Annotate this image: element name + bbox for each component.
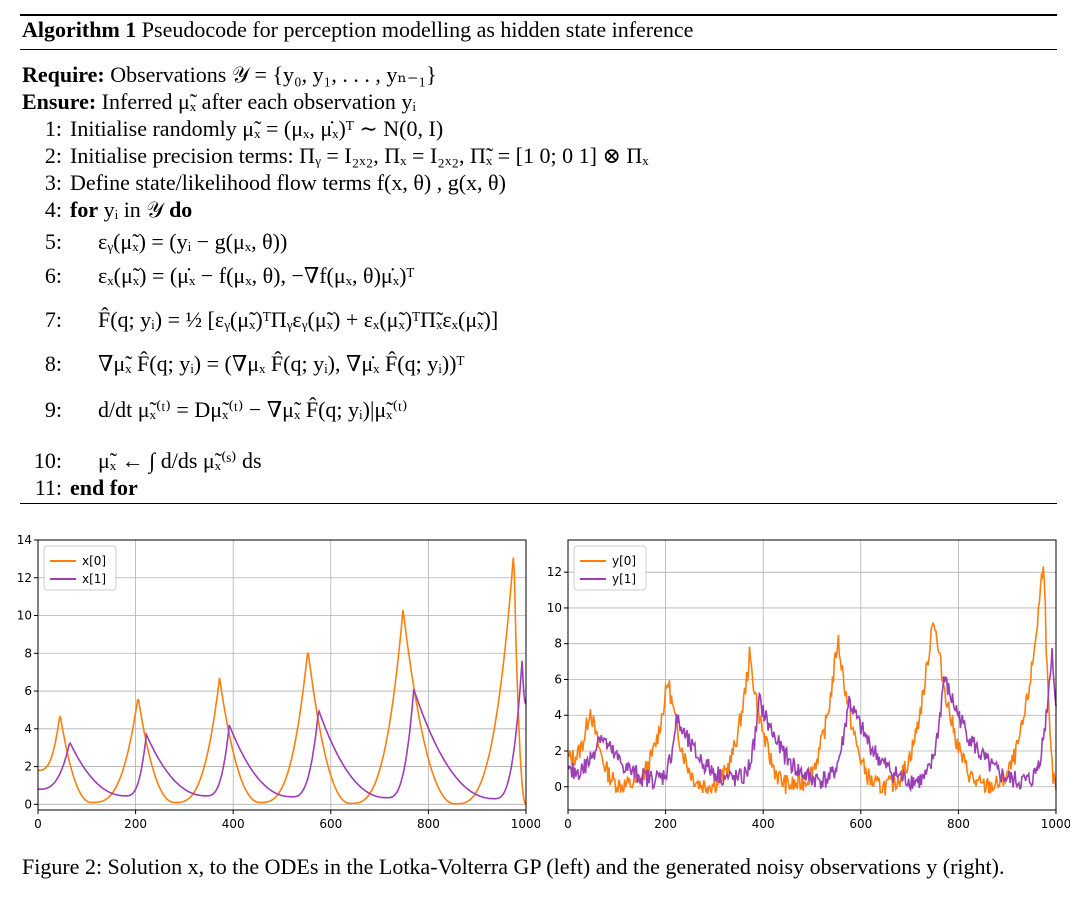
y-tick-label: 14 [17,533,32,547]
y-tick-label: 0 [554,780,562,794]
algo-line-5: 5: εᵧ(μ̃ₓ) = (yᵢ − g(μₓ, θ)) [22,229,287,255]
algorithm-label: Algorithm 1 [22,17,137,42]
y-tick-label: 2 [24,760,32,774]
require-line: Require: Observations 𝒴 = {y₀, y₁, . . .… [22,62,437,88]
line-number: 10: [33,448,62,473]
line-number: 11: [34,475,62,500]
line-text: εᵧ(μ̃ₓ) = (yᵢ − g(μₓ, θ)) [98,229,288,254]
require-keyword: Require: [22,62,105,87]
y-tick-label: 4 [24,722,32,736]
line-text: d/dt μ̃ₓ⁽ᵗ⁾ = Dμ̃ₓ⁽ᵗ⁾ − ∇μ̃ₓ F̂(q; yᵢ)|μ… [98,397,408,422]
x-tick-label: 600 [849,817,872,831]
y-tick-label: 4 [554,708,562,722]
require-text: Observations 𝒴 = {y₀, y₁, . . . , yₙ₋₁} [110,62,437,87]
line-number: 3: [44,170,62,195]
line-number: 4: [44,197,62,222]
ensure-keyword: Ensure: [22,89,97,114]
x-tick-label: 200 [124,817,147,831]
algo-line-10: 10: μ̃ₓ ← ∫ d/ds μ̃ₓ⁽ˢ⁾ ds [22,448,262,474]
line-text: F̂(q; yᵢ) = ½ [εᵧ(μ̃ₓ)ᵀΠᵧεᵧ(μ̃ₓ) + εₓ(μ̃… [98,307,499,332]
algo-line-6: 6: εₓ(μ̃ₓ) = (μ̇ₓ − f(μₓ, θ), −∇f(μₓ, θ)μ… [22,263,415,289]
series-line-x[1] [38,660,527,800]
series-line-y[1] [567,648,1057,793]
line-number: 5: [44,229,62,254]
algo-top-rule [20,14,1057,16]
algo-line-3: 3: Define state/likelihood flow terms f(x… [22,170,506,196]
algo-line-2: 2: Initialise precision terms: Πᵧ = I₂ₓ₂,… [22,143,649,169]
legend: x[0] x[1] [43,545,117,591]
y-tick-label: 12 [17,571,32,585]
x-tick-label: 600 [319,817,342,831]
chart-left: 0 200 400 600 800 1000 0 2 4 6 8 10 12 14 x[0] x[1] [17,533,540,831]
x-tick-label: 1000 [1041,817,1070,831]
ensure-text: Inferred μ̃ₓ after each observation yᵢ [101,89,417,114]
line-number: 2: [44,143,62,168]
legend-label: y[1] [612,572,636,586]
line-number: 6: [44,263,62,288]
y-tick-label: 8 [554,637,562,651]
algo-line-4: 4: for yᵢ in 𝒴 do [22,197,192,223]
algo-line-9: 9: d/dt μ̃ₓ⁽ᵗ⁾ = Dμ̃ₓ⁽ᵗ⁾ − ∇μ̃ₓ F̂(q; yᵢ)… [22,397,408,423]
x-tick-label: 0 [34,817,42,831]
legend-label: x[1] [82,572,106,586]
line-text: Initialise randomly μ̃ₓ = (μₓ, μ̇ₓ)ᵀ ∼ N… [70,116,444,141]
y-tick-label: 8 [24,646,32,660]
x-tick-label: 400 [222,817,245,831]
axes-frame [567,539,1057,811]
y-tick-label: 2 [554,744,562,758]
plot-area [38,540,526,810]
x-tick-label: 800 [947,817,970,831]
axes-frame [37,539,527,811]
end-for-keyword: end for [70,475,138,500]
x-tick-label: 1000 [511,817,540,831]
algo-line-11: 11: end for [22,475,138,501]
line-number: 7: [44,307,62,332]
legend-label: y[0] [612,554,636,568]
line-text: μ̃ₓ ← ∫ d/ds μ̃ₓ⁽ˢ⁾ ds [98,448,262,473]
line-text: ∇μ̃ₓ F̂(q; yᵢ) = (∇μₓ F̂(q; yᵢ), ∇μ̇ₓ F̂… [98,351,465,376]
line-text: Define state/likelihood flow terms f(x, … [70,170,506,195]
x-tick-label: 200 [654,817,677,831]
algo-line-1: 1: Initialise randomly μ̃ₓ = (μₓ, μ̇ₓ)ᵀ ∼… [22,116,443,142]
chart-right: 0 200 400 600 800 1000 0 2 4 6 8 10 12 y[0] y[1] [547,539,1070,831]
algo-line-7: 7: F̂(q; yᵢ) = ½ [εᵧ(μ̃ₓ)ᵀΠᵧεᵧ(μ̃ₓ) + εₓ(… [22,307,498,333]
y-tick-label: 10 [17,609,32,623]
do-keyword: do [169,197,193,222]
series-line-x[0] [38,557,527,805]
algo-line-8: 8: ∇μ̃ₓ F̂(q; yᵢ) = (∇μₓ F̂(q; yᵢ), ∇μ̇ₓ … [22,351,465,377]
y-tick-label: 6 [554,672,562,686]
algorithm-title: Algorithm 1 Pseudocode for perception mo… [22,17,693,43]
algorithm-title-text: Pseudocode for perception modelling as h… [141,17,694,42]
x-tick-label: 800 [417,817,440,831]
x-tick-label: 0 [564,817,572,831]
line-text: Initialise precision terms: Πᵧ = I₂ₓ₂, Π… [70,143,649,168]
y-tick-label: 12 [547,565,562,579]
line-text: εₓ(μ̃ₓ) = (μ̇ₓ − f(μₓ, θ), −∇f(μₓ, θ)μ̇ₓ… [98,263,415,288]
line-number: 8: [44,351,62,376]
line-text: yᵢ in 𝒴 [103,197,164,222]
for-keyword: for [70,197,99,222]
x-tick-label: 400 [752,817,775,831]
legend: y[0] y[1] [573,545,647,591]
line-number: 9: [44,397,62,422]
legend-label: x[0] [82,554,106,568]
line-number: 1: [44,116,62,141]
ensure-line: Ensure: Inferred μ̃ₓ after each observat… [22,89,416,115]
algo-title-rule [20,49,1057,50]
y-tick-label: 0 [24,797,32,811]
y-tick-label: 6 [24,684,32,698]
y-tick-label: 10 [547,601,562,615]
figure-caption: Figure 2: Solution x, to the ODEs in the… [22,854,1005,879]
algo-bottom-rule [20,503,1057,504]
